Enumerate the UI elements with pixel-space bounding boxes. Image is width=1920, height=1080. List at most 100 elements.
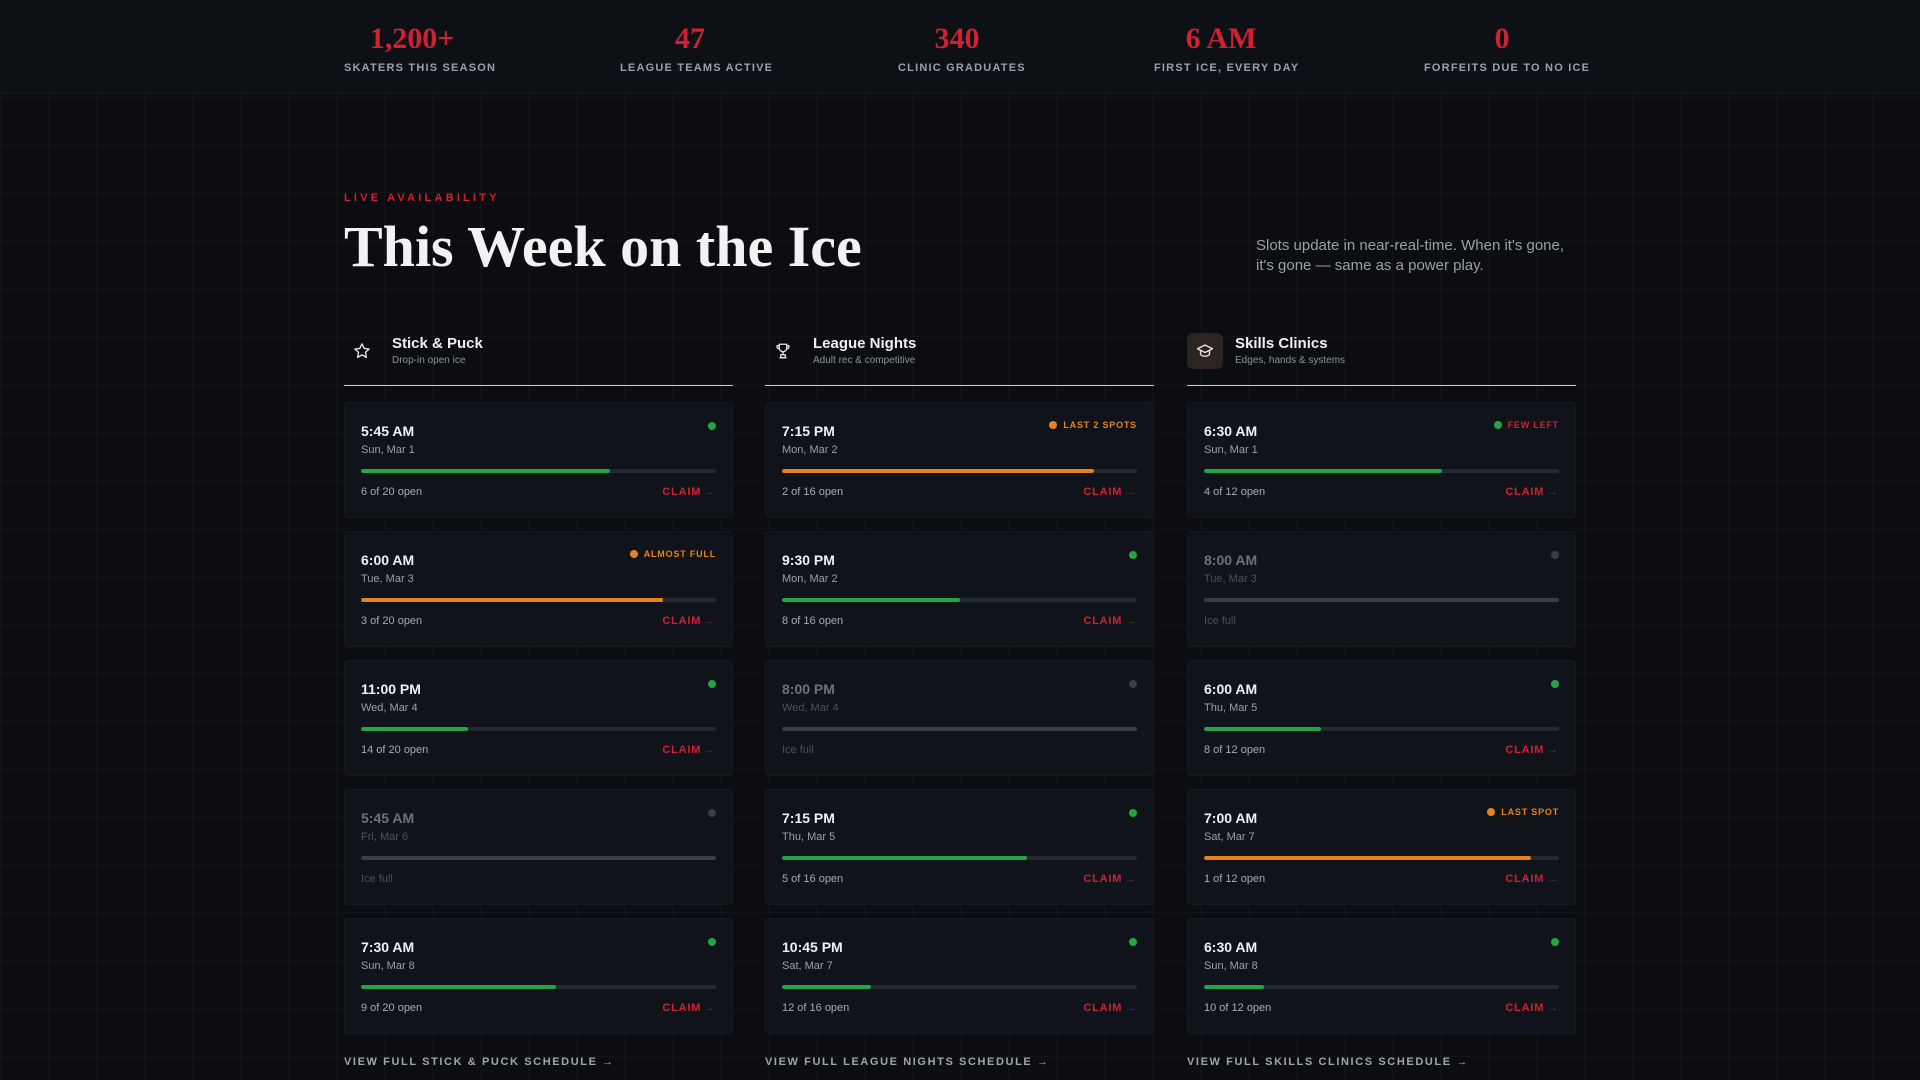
claim-button[interactable]: CLAIM → xyxy=(662,486,716,498)
arrow-right-icon: → xyxy=(1547,486,1559,498)
status-dot xyxy=(1551,551,1559,559)
arrow-right-icon: → xyxy=(704,486,716,498)
claim-button[interactable]: CLAIM → xyxy=(1083,1002,1137,1014)
slot-date: Sun, Mar 8 xyxy=(361,960,415,972)
slot-date: Wed, Mar 4 xyxy=(361,702,418,714)
claim-label: CLAIM xyxy=(1083,873,1123,885)
status-dot xyxy=(708,422,716,430)
capacity-bar-fill xyxy=(361,598,663,602)
badge-label: LAST 2 SPOTS xyxy=(1063,420,1137,430)
trophy-icon xyxy=(765,333,801,369)
claim-button[interactable]: CLAIM → xyxy=(1505,486,1559,498)
slot-date: Mon, Mar 2 xyxy=(782,573,838,585)
star-icon xyxy=(344,333,380,369)
slot-availability: 9 of 20 open xyxy=(361,1002,423,1014)
claim-label: CLAIM xyxy=(1083,1002,1123,1014)
claim-button[interactable]: CLAIM → xyxy=(662,1002,716,1014)
slot-availability: 8 of 16 open xyxy=(782,615,844,627)
availability-badge: LAST 2 SPOTS xyxy=(1049,420,1137,430)
slot-date: Sun, Mar 1 xyxy=(361,444,415,456)
badge-label: ALMOST FULL xyxy=(643,549,716,559)
view-full-schedule-link[interactable]: VIEW FULL SKILLS CLINICS SCHEDULE → xyxy=(1187,1056,1469,1068)
slot-card: 8:00 PM Wed, Mar 4 Ice full xyxy=(765,660,1154,776)
claim-button[interactable]: CLAIM → xyxy=(1505,1002,1559,1014)
schedule-column-skills-clinics: Skills Clinics Edges, hands & systems 6:30… xyxy=(1187,330,1576,1068)
column-subtitle: Edges, hands & systems xyxy=(1235,355,1346,366)
slot-date: Sun, Mar 8 xyxy=(1204,960,1258,972)
capacity-bar-fill xyxy=(361,856,716,860)
slot-card: 10:45 PM Sat, Mar 7 12 of 16 open CLAIM → xyxy=(765,918,1154,1034)
slot-date: Tue, Mar 3 xyxy=(361,573,414,585)
slot-time: 7:00 AM xyxy=(1204,810,1258,826)
availability-badge: LAST SPOT xyxy=(1487,807,1559,817)
slot-time: 8:00 AM xyxy=(1204,552,1258,568)
capacity-bar-fill xyxy=(1204,598,1559,602)
claim-button[interactable]: CLAIM → xyxy=(1505,873,1559,885)
view-full-schedule-link[interactable]: VIEW FULL STICK & PUCK SCHEDULE → xyxy=(344,1056,615,1068)
slot-availability: Ice full xyxy=(361,873,393,885)
status-dot xyxy=(708,809,716,817)
claim-button[interactable]: CLAIM → xyxy=(662,615,716,627)
stat-value: 0 xyxy=(1494,22,1510,55)
status-dot xyxy=(1493,421,1502,429)
capacity-bar-fill xyxy=(1204,856,1531,860)
slot-availability: Ice full xyxy=(1204,615,1236,627)
status-dot xyxy=(1129,809,1137,817)
status-dot xyxy=(1129,938,1137,946)
slot-card: 6:30 AM Sun, Mar 1 FEW LEFT 4 of 12 open CLA… xyxy=(1187,402,1576,518)
claim-button[interactable]: CLAIM → xyxy=(1083,873,1137,885)
capacity-bar xyxy=(361,727,716,731)
badge-label: FEW LEFT xyxy=(1507,420,1559,430)
slot-availability: 8 of 12 open xyxy=(1204,744,1266,756)
capacity-bar-fill xyxy=(782,727,1137,731)
slot-card: 7:15 PM Thu, Mar 5 5 of 16 open CLAIM → xyxy=(765,789,1154,905)
slot-date: Thu, Mar 5 xyxy=(782,831,836,843)
claim-button[interactable]: CLAIM → xyxy=(1083,486,1137,498)
stat-forfeits: 0 FORFEITS DUE TO NO ICE xyxy=(1424,22,1589,74)
status-dot xyxy=(708,680,716,688)
slot-time: 6:00 AM xyxy=(361,552,415,568)
column-title: League Nights xyxy=(813,335,917,352)
section-title: This Week on the Ice xyxy=(344,214,862,279)
claim-label: CLAIM xyxy=(662,1002,702,1014)
claim-label: CLAIM xyxy=(662,615,702,627)
slot-availability: Ice full xyxy=(782,744,814,756)
column-header: Skills Clinics Edges, hands & systems xyxy=(1187,330,1576,386)
schedule-column-league-nights: League Nights Adult rec & competitive 7:15… xyxy=(765,330,1154,1068)
slot-date: Thu, Mar 5 xyxy=(1204,702,1258,714)
claim-button[interactable]: CLAIM → xyxy=(1505,744,1559,756)
claim-label: CLAIM xyxy=(662,744,702,756)
slot-date: Sat, Mar 7 xyxy=(1204,831,1255,843)
column-header: Stick & Puck Drop-in open ice xyxy=(344,330,733,386)
capacity-bar xyxy=(361,985,716,989)
claim-label: CLAIM xyxy=(1505,1002,1545,1014)
capacity-bar-fill xyxy=(361,469,610,473)
slot-date: Wed, Mar 4 xyxy=(782,702,839,714)
slot-time: 11:00 PM xyxy=(361,681,421,697)
capacity-bar-fill xyxy=(1204,985,1265,989)
claim-label: CLAIM xyxy=(1083,486,1123,498)
slot-time: 7:30 AM xyxy=(361,939,415,955)
claim-button[interactable]: CLAIM → xyxy=(662,744,716,756)
view-full-schedule-link[interactable]: VIEW FULL LEAGUE NIGHTS SCHEDULE → xyxy=(765,1056,1050,1068)
section-description: Slots update in near-real-time. When it'… xyxy=(1256,237,1565,274)
stat-label: CLINIC GRADUATES xyxy=(898,62,1026,74)
slot-date: Sat, Mar 7 xyxy=(782,960,833,972)
capacity-bar xyxy=(782,598,1137,602)
capacity-bar xyxy=(782,856,1137,860)
slot-time: 6:30 AM xyxy=(1204,939,1258,955)
capacity-bar-fill xyxy=(782,856,1027,860)
slot-card: 7:30 AM Sun, Mar 8 9 of 20 open CLAIM → xyxy=(344,918,733,1034)
slot-time: 6:30 AM xyxy=(1204,423,1258,439)
claim-label: CLAIM xyxy=(1083,615,1123,627)
stat-value: 340 xyxy=(934,22,980,55)
claim-button[interactable]: CLAIM → xyxy=(1083,615,1137,627)
arrow-right-icon: → xyxy=(1125,873,1137,885)
slot-availability: 12 of 16 open xyxy=(782,1002,850,1014)
capacity-bar-fill xyxy=(782,985,871,989)
capacity-bar xyxy=(361,598,716,602)
stat-skaters: 1,200+ SKATERS THIS SEASON xyxy=(344,22,497,74)
slot-time: 10:45 PM xyxy=(782,939,843,955)
stat-label: SKATERS THIS SEASON xyxy=(344,62,497,74)
arrow-right-icon: → xyxy=(1125,1002,1137,1014)
